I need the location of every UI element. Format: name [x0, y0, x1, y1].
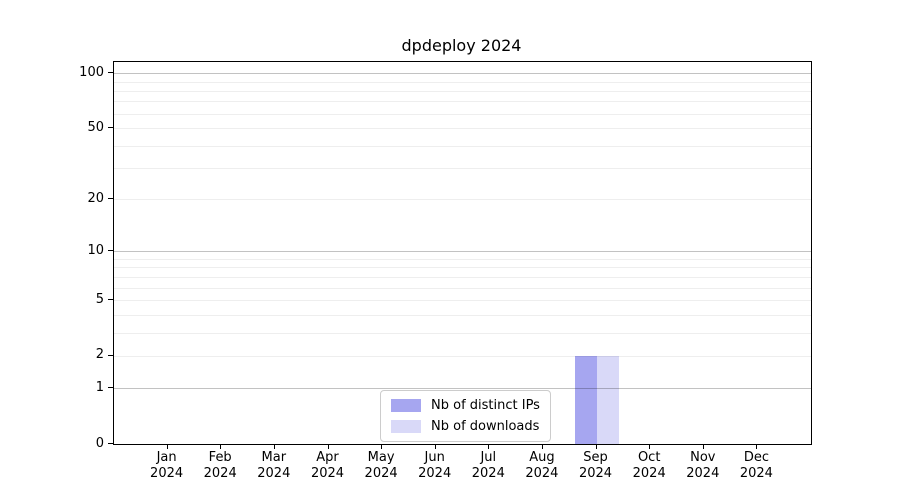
gridline-y-6: [114, 287, 811, 289]
x-tick-label-may-2024: May 2024: [364, 450, 398, 481]
gridline-y-70: [114, 101, 811, 103]
gridline-y-90: [114, 81, 811, 83]
legend-item-0: Nb of distinct IPs: [391, 398, 540, 413]
bar-sep-2024-series0: [574, 355, 597, 444]
x-tick-mark-7: [488, 444, 490, 449]
gridline-y-60: [114, 113, 811, 115]
y-tick-label-100: 100: [79, 64, 104, 80]
chart-title: dpdeploy 2024: [401, 36, 522, 55]
x-tick-label-apr-2024: Apr 2024: [310, 450, 345, 481]
x-tick-label-aug-2024: Aug 2024: [525, 450, 559, 481]
gridline-y-9: [114, 259, 811, 260]
x-tick-label-dec-2024: Dec 2024: [739, 450, 773, 481]
gridline-y-3: [114, 332, 811, 334]
x-tick-mark-11: [702, 444, 704, 449]
x-tick-mark-2: [220, 444, 222, 449]
x-tick-mark-6: [434, 444, 436, 449]
gridline-y-10: [114, 251, 811, 253]
x-tick-mark-3: [273, 444, 275, 449]
bar-sep-2024-series1: [596, 355, 619, 444]
y-tick-mark-5: [108, 299, 113, 300]
x-tick-label-nov-2024: Nov 2024: [686, 450, 720, 481]
x-tick-mark-10: [649, 444, 651, 449]
gridline-y-8: [114, 267, 811, 269]
x-tick-label-mar-2024: Mar 2024: [257, 450, 291, 481]
y-tick-mark-100: [108, 72, 113, 74]
legend-swatch-icon: [391, 420, 421, 433]
y-tick-mark-20: [108, 198, 113, 200]
y-tick-mark-1: [108, 387, 113, 389]
y-tick-mark-0: [108, 443, 113, 444]
gridline-y-50: [114, 128, 811, 129]
y-tick-label-50: 50: [87, 119, 104, 135]
plot-area: Nb of distinct IPs Nb of downloads: [113, 61, 812, 445]
legend: Nb of distinct IPs Nb of downloads: [380, 390, 551, 442]
y-tick-label-1: 1: [95, 379, 104, 395]
gridline-y-80: [114, 90, 811, 92]
y-tick-mark-10: [108, 250, 113, 252]
y-tick-label-2: 2: [95, 347, 104, 363]
legend-swatch-icon: [391, 399, 421, 412]
gridline-y-20: [114, 199, 811, 201]
gridline-y-100: [114, 73, 811, 75]
x-tick-label-feb-2024: Feb 2024: [203, 450, 237, 481]
y-tick-label-10: 10: [87, 242, 104, 258]
x-tick-mark-5: [381, 444, 383, 449]
legend-label: Nb of downloads: [431, 419, 540, 434]
x-tick-label-sep-2024: Sep 2024: [578, 450, 613, 481]
y-tick-mark-50: [108, 127, 113, 128]
x-tick-mark-8: [541, 444, 543, 449]
x-tick-label-jun-2024: Jun 2024: [418, 450, 452, 481]
x-tick-mark-4: [327, 444, 329, 449]
gridline-y-2: [114, 355, 811, 357]
x-tick-label-oct-2024: Oct 2024: [632, 450, 666, 481]
gridline-y-40: [114, 145, 811, 147]
x-tick-label-jul-2024: Jul 2024: [471, 450, 505, 481]
x-tick-label-jan-2024: Jan 2024: [150, 450, 184, 481]
gridline-y-4: [114, 314, 811, 316]
y-tick-label-0: 0: [95, 435, 104, 451]
y-tick-mark-2: [108, 354, 113, 356]
legend-item-1: Nb of downloads: [391, 419, 540, 434]
gridline-y-30: [114, 168, 811, 169]
legend-label: Nb of distinct IPs: [431, 398, 540, 413]
y-tick-label-5: 5: [95, 291, 104, 307]
gridline-y-7: [114, 276, 811, 278]
gridline-y-1: [114, 388, 811, 390]
x-tick-mark-12: [756, 444, 758, 449]
y-tick-label-20: 20: [87, 190, 104, 206]
x-tick-mark-9: [595, 444, 597, 449]
x-tick-mark-1: [166, 444, 168, 449]
gridline-y-5: [114, 300, 811, 301]
